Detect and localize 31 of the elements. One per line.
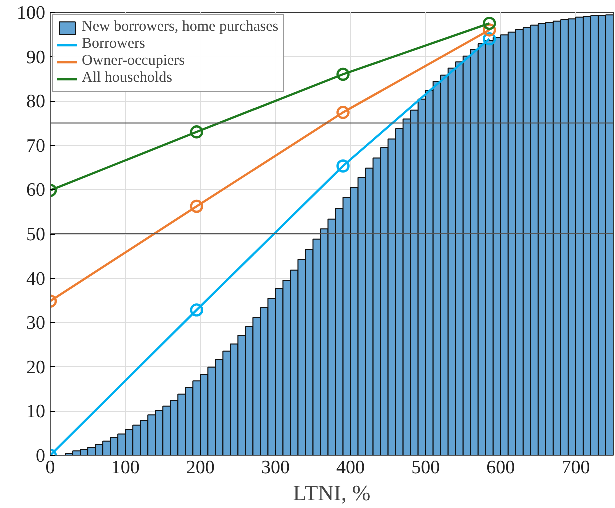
point <box>336 106 350 120</box>
y-tick-label: 40 <box>26 268 46 290</box>
x-tick-label: 100 <box>111 458 140 478</box>
x-tick-label: 500 <box>412 458 440 478</box>
y-tick-label: 70 <box>26 136 46 157</box>
point <box>483 32 496 46</box>
legend-label: All households <box>82 70 172 87</box>
y-tick-label: 100 <box>17 3 46 24</box>
point <box>336 160 350 173</box>
x-tick-label: 700 <box>562 458 590 478</box>
y-tick-label: 60 <box>26 180 46 202</box>
x-tick-label: 300 <box>261 458 290 478</box>
legend-label: Owner-occupiers <box>82 53 185 70</box>
y-tick-label: 30 <box>26 313 46 334</box>
y-tick-label: 90 <box>26 47 46 68</box>
legend-label: Borrowers <box>82 36 146 53</box>
y-tick-label: 20 <box>26 357 46 378</box>
point <box>483 24 496 37</box>
x-tick-label: 200 <box>186 458 215 478</box>
y-tick-label: 50 <box>26 224 46 246</box>
point <box>190 304 204 317</box>
point <box>483 16 496 30</box>
point <box>190 126 204 139</box>
point <box>190 200 204 214</box>
x-tick-label: 600 <box>486 458 516 478</box>
y-tick-label: 80 <box>26 92 46 113</box>
point <box>336 68 350 82</box>
x-axis-title: LTNI, % <box>293 480 371 506</box>
y-tick-label: 10 <box>26 402 46 423</box>
x-tick-label: 400 <box>336 458 366 478</box>
legend-label: New borrowers, home purchases <box>82 19 279 36</box>
